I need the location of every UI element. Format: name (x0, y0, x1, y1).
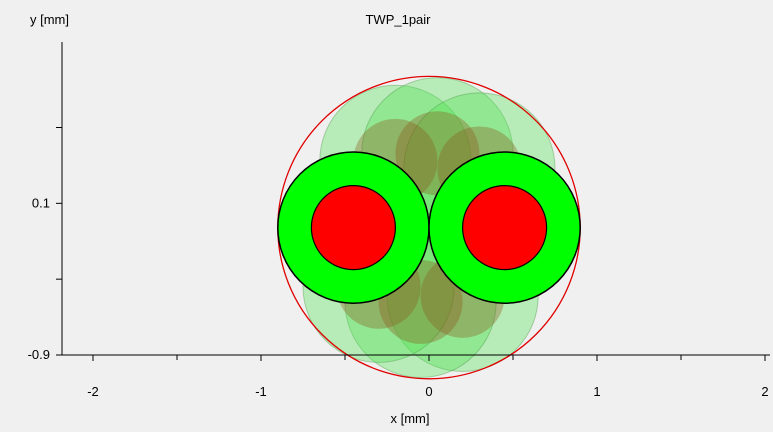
x-tick-label-3: 1 (593, 384, 600, 399)
chart-title: TWP_1pair (365, 12, 431, 27)
y-ticks: -0.9 0.1 (28, 127, 62, 362)
x-tick-label-1: -1 (255, 384, 267, 399)
y-tick-label-1: 0.1 (32, 195, 50, 210)
x-tick-label-2: 0 (425, 384, 432, 399)
x-tick-label-4: 2 (761, 384, 768, 399)
x-axis-label: x [mm] (391, 411, 430, 426)
y-axis-label: y [mm] (30, 12, 69, 27)
x-tick-label-0: -2 (87, 384, 99, 399)
wires-layer (277, 151, 581, 304)
axes: -2 -1 0 1 2 -0.9 0.1 (28, 42, 770, 399)
y-tick-label-0: -0.9 (28, 347, 50, 362)
wire-conductor-1 (462, 185, 548, 271)
wire-conductor-0 (310, 185, 396, 271)
x-ticks: -2 -1 0 1 2 (87, 355, 769, 399)
